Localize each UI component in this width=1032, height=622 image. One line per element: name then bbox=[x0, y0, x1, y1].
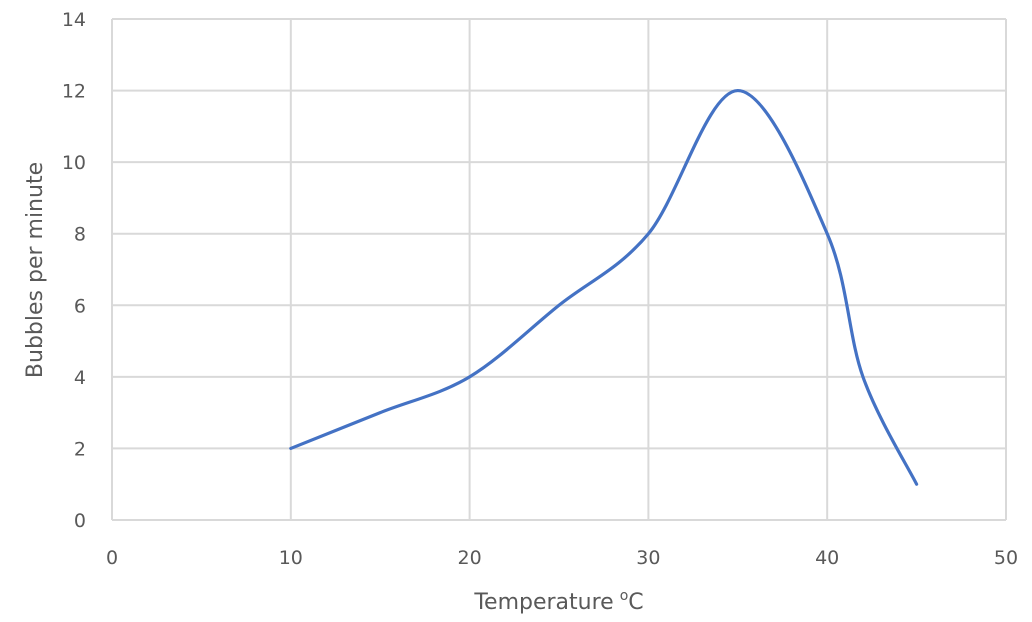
y-axis-title: Bubbles per minute bbox=[23, 162, 48, 378]
x-axis-title: Temperature oC bbox=[473, 588, 643, 615]
x-tick-label: 50 bbox=[994, 547, 1018, 569]
y-tick-label: 12 bbox=[62, 81, 86, 103]
x-tick-label: 30 bbox=[636, 547, 660, 569]
y-tick-label: 8 bbox=[74, 224, 86, 246]
y-axis-ticks: 0 2 4 6 8 10 12 14 bbox=[62, 9, 86, 532]
y-tick-label: 10 bbox=[62, 152, 86, 174]
x-tick-label: 20 bbox=[458, 547, 482, 569]
x-tick-label: 0 bbox=[106, 547, 118, 569]
y-tick-label: 2 bbox=[74, 438, 86, 460]
series-line bbox=[289, 88, 919, 486]
y-tick-label: 6 bbox=[74, 295, 86, 317]
y-tick-label: 14 bbox=[62, 9, 86, 31]
y-tick-label: 4 bbox=[74, 367, 86, 389]
x-tick-label: 40 bbox=[815, 547, 839, 569]
gridlines bbox=[111, 18, 1007, 521]
y-tick-label: 0 bbox=[74, 510, 86, 532]
x-tick-label: 10 bbox=[279, 547, 303, 569]
x-axis-ticks: 0 10 20 30 40 50 bbox=[106, 547, 1018, 569]
